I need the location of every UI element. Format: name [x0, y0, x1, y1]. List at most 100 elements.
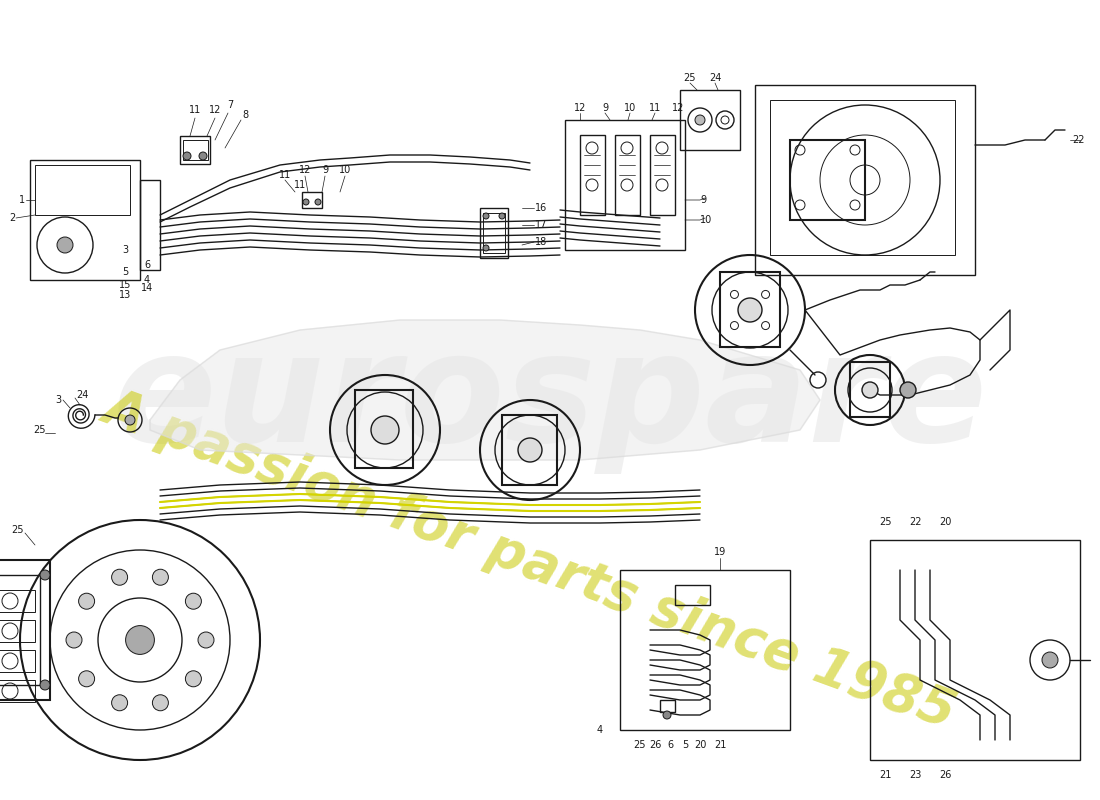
Text: 12: 12 [209, 105, 221, 115]
Text: 25: 25 [634, 740, 647, 750]
Text: 12: 12 [574, 103, 586, 113]
Bar [183, 140, 208, 160]
Text: 11: 11 [189, 105, 201, 115]
Circle shape [862, 382, 878, 398]
Circle shape [183, 152, 191, 160]
Bar [0, 590, 35, 612]
Text: 6: 6 [144, 260, 150, 270]
Circle shape [371, 416, 399, 444]
Text: 8: 8 [242, 110, 249, 120]
Text: 5: 5 [682, 740, 689, 750]
Bar [35, 165, 130, 215]
Text: 22: 22 [909, 517, 922, 527]
Text: 12: 12 [299, 165, 311, 175]
Circle shape [40, 570, 49, 580]
Bar [355, 390, 412, 468]
Text: 3: 3 [122, 245, 128, 255]
Text: 24: 24 [708, 73, 722, 83]
Circle shape [483, 213, 490, 219]
Bar [483, 213, 505, 253]
Bar [620, 570, 790, 730]
Text: 21: 21 [714, 740, 726, 750]
Bar [675, 585, 710, 605]
Text: 24: 24 [76, 390, 88, 400]
Text: 19: 19 [714, 547, 726, 557]
Circle shape [111, 570, 128, 586]
Text: 6: 6 [667, 740, 673, 750]
Text: 16: 16 [535, 203, 548, 213]
Circle shape [499, 213, 505, 219]
Circle shape [125, 415, 135, 425]
Circle shape [66, 632, 82, 648]
Bar [0, 620, 35, 642]
Bar [30, 160, 140, 280]
Bar [0, 680, 35, 702]
Circle shape [78, 670, 95, 686]
Circle shape [900, 382, 916, 398]
Bar [755, 85, 975, 275]
Text: eurospare: eurospare [112, 326, 988, 474]
Bar [615, 135, 640, 215]
Circle shape [186, 594, 201, 610]
Bar [870, 540, 1080, 760]
Bar [650, 135, 675, 215]
Text: 17: 17 [535, 220, 548, 230]
Text: 2: 2 [9, 213, 15, 223]
Circle shape [663, 711, 671, 719]
Bar [850, 362, 890, 417]
Text: 7: 7 [227, 100, 233, 110]
Circle shape [483, 245, 490, 251]
Circle shape [40, 680, 49, 690]
Bar [720, 272, 780, 347]
Text: 11: 11 [279, 170, 292, 180]
Text: 26: 26 [938, 770, 952, 780]
Text: 10: 10 [700, 215, 713, 225]
Text: 13: 13 [119, 290, 131, 300]
Text: 25: 25 [12, 525, 24, 535]
Text: 9: 9 [322, 165, 328, 175]
Text: 14: 14 [141, 283, 153, 293]
Text: 22: 22 [1072, 135, 1085, 145]
Circle shape [111, 694, 128, 710]
Bar [302, 192, 322, 208]
Circle shape [186, 670, 201, 686]
Text: 15: 15 [119, 280, 131, 290]
Circle shape [302, 199, 309, 205]
Text: 20: 20 [938, 517, 952, 527]
Text: 3: 3 [55, 395, 62, 405]
Bar [0, 560, 50, 700]
Circle shape [78, 594, 95, 610]
Text: 25: 25 [684, 73, 696, 83]
Circle shape [518, 438, 542, 462]
Text: 25: 25 [34, 425, 46, 435]
Circle shape [57, 237, 73, 253]
Text: 11: 11 [649, 103, 661, 113]
Circle shape [153, 570, 168, 586]
Bar [680, 90, 740, 150]
Text: 18: 18 [535, 237, 548, 247]
Text: 4: 4 [597, 725, 603, 735]
Bar [140, 180, 159, 270]
Bar [0, 575, 40, 685]
Text: 23: 23 [909, 770, 921, 780]
Bar [480, 208, 508, 258]
Text: 4: 4 [144, 275, 150, 285]
Text: 9: 9 [602, 103, 608, 113]
Text: 10: 10 [339, 165, 351, 175]
Text: 12: 12 [672, 103, 684, 113]
Text: 5: 5 [122, 267, 128, 277]
Bar [180, 136, 210, 164]
Circle shape [153, 694, 168, 710]
Bar [565, 120, 685, 250]
Bar [660, 700, 675, 712]
Bar [790, 140, 865, 220]
Text: 1: 1 [19, 195, 25, 205]
Polygon shape [150, 320, 820, 460]
Text: A passion for parts since 1985: A passion for parts since 1985 [97, 381, 964, 739]
Text: 9: 9 [700, 195, 706, 205]
Text: 25: 25 [879, 517, 891, 527]
Bar [0, 650, 35, 672]
Bar [502, 415, 557, 485]
Circle shape [1042, 652, 1058, 668]
Circle shape [738, 298, 762, 322]
